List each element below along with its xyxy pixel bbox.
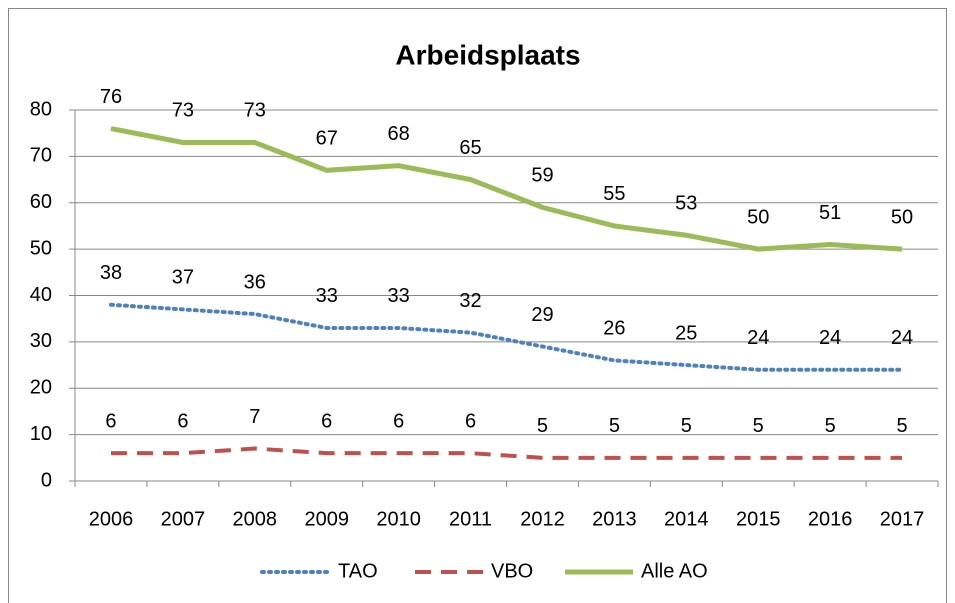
data-label: 73 <box>172 100 194 122</box>
data-label: 5 <box>537 415 548 437</box>
x-tick-label: 2010 <box>376 508 421 530</box>
legend-label: TAO <box>338 560 378 582</box>
data-label: 5 <box>681 415 692 437</box>
data-label: 24 <box>891 327 913 349</box>
data-label: 67 <box>316 128 338 150</box>
y-tick-label: 30 <box>30 330 52 352</box>
data-label: 68 <box>388 123 410 145</box>
x-tick-label: 2017 <box>880 508 925 530</box>
data-label: 6 <box>465 410 476 432</box>
x-tick-label: 2011 <box>449 508 492 530</box>
data-label: 65 <box>459 137 481 159</box>
data-label: 73 <box>244 100 266 122</box>
data-label: 76 <box>100 86 122 108</box>
data-label: 26 <box>603 318 625 340</box>
y-tick-label: 0 <box>41 469 52 491</box>
legend-label: VBO <box>491 560 533 582</box>
x-tick-label: 2015 <box>736 508 781 530</box>
data-label: 33 <box>388 285 410 307</box>
data-label: 33 <box>316 285 338 307</box>
data-label: 32 <box>459 290 481 312</box>
data-label: 29 <box>531 304 553 326</box>
x-tick-label: 2014 <box>664 508 709 530</box>
chart-title: Arbeidsplaats <box>395 39 580 70</box>
data-label: 5 <box>609 415 620 437</box>
data-label: 55 <box>603 183 625 205</box>
x-tick-label: 2016 <box>808 508 853 530</box>
data-label: 5 <box>753 415 764 437</box>
x-tick-label: 2006 <box>89 508 134 530</box>
data-label: 6 <box>177 410 188 432</box>
x-tick-label: 2007 <box>161 508 206 530</box>
y-tick-label: 10 <box>30 423 52 445</box>
data-label: 24 <box>819 327 841 349</box>
y-tick-label: 80 <box>30 98 52 120</box>
data-label: 53 <box>675 192 697 214</box>
data-label: 36 <box>244 271 266 293</box>
data-label: 24 <box>747 327 769 349</box>
y-tick-label: 40 <box>30 284 52 306</box>
data-label: 50 <box>747 206 769 228</box>
data-label: 6 <box>105 410 116 432</box>
y-tick-label: 20 <box>30 377 52 399</box>
series-line <box>110 446 903 460</box>
data-label: 37 <box>172 267 194 289</box>
data-label: 59 <box>531 165 553 187</box>
data-label: 7 <box>249 406 260 428</box>
y-tick-label: 70 <box>30 145 52 167</box>
data-label: 6 <box>321 410 332 432</box>
data-label: 25 <box>675 322 697 344</box>
y-tick-label: 50 <box>30 237 52 259</box>
x-tick-label: 2008 <box>233 508 278 530</box>
data-label: 51 <box>819 202 841 224</box>
data-label: 38 <box>100 262 122 284</box>
x-tick-label: 2012 <box>520 508 565 530</box>
series-line <box>110 126 903 252</box>
data-label: 5 <box>896 415 907 437</box>
x-tick-label: 2009 <box>304 508 349 530</box>
y-tick-label: 60 <box>30 191 52 213</box>
series-line <box>108 302 905 372</box>
data-label: 6 <box>393 410 404 432</box>
x-tick-label: 2013 <box>592 508 637 530</box>
chart-frame <box>8 8 947 603</box>
data-label: 50 <box>891 206 913 228</box>
data-label: 5 <box>825 415 836 437</box>
legend-label: Alle AO <box>641 560 708 582</box>
